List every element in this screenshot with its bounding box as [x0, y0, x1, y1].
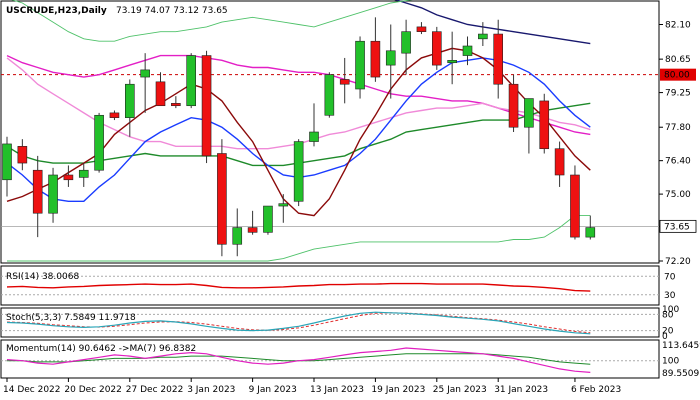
- price-tick-label: 82.10: [665, 21, 691, 31]
- candle-bearish: [416, 26, 427, 32]
- candle-bearish: [32, 169, 43, 214]
- candle-bullish: [324, 74, 335, 116]
- stoch-tick-label: 0: [662, 332, 668, 342]
- date-label: 9 Jan 2023: [249, 385, 297, 395]
- candle-bearish: [63, 174, 74, 181]
- rsi-tick-label: 70: [664, 272, 676, 282]
- candle-bearish: [109, 112, 120, 118]
- price-tick-label: 79.25: [665, 89, 691, 99]
- candle-bearish: [431, 31, 442, 66]
- candle-bullish: [263, 205, 273, 233]
- momentum-line: [6, 347, 591, 373]
- candle-bearish: [217, 153, 227, 245]
- candle-bullish: [524, 98, 534, 128]
- candle-bullish: [385, 50, 396, 66]
- candle-bearish: [493, 33, 504, 85]
- stoch-tick-label: 100: [662, 305, 679, 315]
- current-price-label: 73.65: [664, 222, 690, 232]
- candle-bullish: [585, 227, 596, 238]
- candle-bearish: [17, 146, 28, 164]
- price-tick-label: 80.65: [665, 55, 691, 65]
- level-price-badge: [660, 68, 696, 81]
- candle-bearish: [554, 148, 565, 176]
- current-price-badge: [659, 219, 697, 233]
- candle-bearish: [508, 83, 519, 128]
- stoch-main-line: [6, 311, 591, 335]
- momentum-tick-label: 89.5509: [662, 369, 699, 379]
- momentum-tick-label: 113.6459: [662, 341, 700, 351]
- level-price-label: 80.00: [664, 71, 690, 81]
- date-label: 14 Dec 2022: [3, 385, 61, 395]
- price-tick-label: 77.80: [665, 123, 691, 133]
- date-label: 13 Jan 2023: [310, 385, 364, 395]
- date-label: 3 Jan 2023: [187, 385, 235, 395]
- candle-bearish: [370, 40, 381, 78]
- price-overlay-line-5: [6, 47, 591, 217]
- date-label: 31 Jan 2023: [494, 385, 548, 395]
- stoch-tick-label: 80: [662, 310, 674, 320]
- candle-bearish: [247, 227, 258, 233]
- candle-bearish: [339, 79, 350, 85]
- momentum-title: Momentum(14) 90.6462 ->MA(7) 96.8382: [6, 344, 196, 354]
- candle-bearish: [570, 174, 580, 238]
- price-overlay-line-7: [7, 215, 591, 262]
- candle-bullish: [186, 55, 196, 107]
- candle-bearish: [201, 55, 212, 157]
- candle-bullish: [2, 143, 12, 181]
- price-overlay-line-6: [11, 0, 413, 42]
- candle-bullish: [462, 45, 473, 56]
- stoch-title: Stoch(5,3,3) 7.5849 11.9718: [6, 313, 136, 323]
- candle-bearish: [155, 81, 166, 107]
- rsi-tick-label: 30: [664, 291, 676, 301]
- stoch-panel-frame: [0, 307, 660, 338]
- ohlc-readout: 73.19 74.07 73.12 73.65: [116, 6, 228, 16]
- chart-symbol-title: USCRUDE,H23,Daily: [6, 6, 107, 16]
- candle-bearish: [539, 100, 550, 150]
- candle-bullish: [78, 169, 89, 178]
- momentum-tick-label: 100: [662, 357, 679, 367]
- candle-bullish: [478, 33, 488, 40]
- candle-bearish: [171, 103, 181, 107]
- candle-bullish: [140, 69, 150, 78]
- date-label: 27 Dec 2022: [126, 385, 184, 395]
- rsi-line: [6, 282, 591, 292]
- stoch-tick-label: 20: [662, 327, 674, 337]
- candle-bullish: [293, 141, 304, 202]
- candle-bullish: [309, 131, 319, 142]
- price-tick-label: 76.40: [665, 157, 691, 167]
- candle-bullish: [125, 83, 135, 118]
- date-label: 20 Dec 2022: [64, 385, 122, 395]
- price-overlay-line-0: [394, 0, 591, 45]
- candle-bullish: [94, 114, 104, 171]
- date-label: 25 Jan 2023: [433, 385, 487, 395]
- candle-bullish: [48, 174, 58, 214]
- price-tick-label: 75.00: [665, 190, 691, 200]
- candle-bullish: [447, 60, 457, 64]
- date-label: 6 Feb 2023: [571, 385, 621, 395]
- rsi-title: RSI(14) 38.0068: [6, 272, 79, 282]
- price-panel-frame: [0, 0, 660, 264]
- candle-bullish: [278, 203, 289, 207]
- date-label: 19 Jan 2023: [371, 385, 425, 395]
- candle-bullish: [232, 227, 243, 245]
- candle-bullish: [401, 31, 411, 54]
- candle-bullish: [355, 40, 365, 90]
- price-tick-label: 72.20: [665, 257, 691, 267]
